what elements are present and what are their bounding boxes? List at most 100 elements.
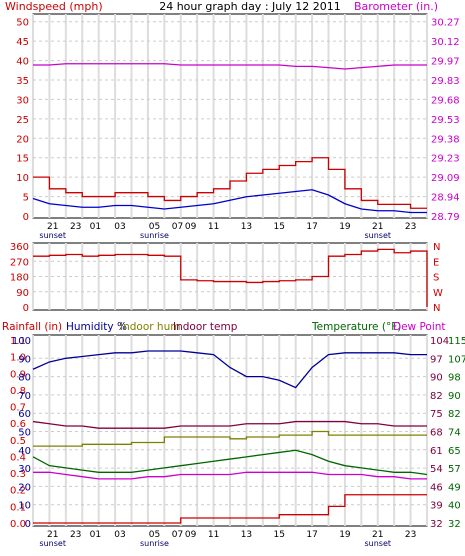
top-hour-tick-15: 15	[274, 222, 285, 232]
barometer-tick: 29.38	[431, 134, 460, 145]
direction-tick: 360	[10, 242, 29, 253]
temperature-line	[32, 449, 428, 476]
compass-tick: N	[433, 242, 440, 253]
humidity-tick: 70	[18, 391, 31, 402]
humidity-tick: 90	[18, 354, 31, 365]
indoor-temp-tick: 54	[430, 464, 443, 475]
barometer-tick: 29.97	[431, 57, 460, 68]
top-hour-tick-09: 09	[185, 222, 197, 232]
indoor-temp-tick: 82	[430, 391, 443, 402]
indoor-temp-line	[32, 420, 427, 429]
bottom-hour-tick-01: 01	[90, 530, 101, 540]
windspeed-axis-label: Windspeed (mph)	[5, 0, 103, 13]
barometer-tick: 29.53	[431, 115, 460, 126]
wind-average-line	[32, 189, 427, 214]
dew-point-line	[33, 471, 427, 480]
top-hour-tick-23: 23	[70, 222, 81, 232]
compass-tick: N	[433, 303, 440, 314]
rainfall-tick: 0.7	[10, 403, 26, 414]
direction-tick: 0	[23, 303, 29, 314]
bottom-hour-tick-11: 11	[208, 530, 219, 540]
direction-tick: 180	[10, 273, 29, 284]
compass-tick: W	[433, 288, 443, 299]
temperature-tick: 74	[448, 428, 461, 439]
rainfall-tick: 0.1	[10, 502, 26, 513]
rainfall-tick: 0.3	[10, 469, 26, 480]
marker-sunrise: sunrise	[140, 539, 169, 548]
rainfall-tick: 0.0	[10, 519, 26, 530]
top-hour-tick-11: 11	[208, 222, 219, 232]
indoor-temp-tick: 39	[430, 501, 443, 512]
bottom-hour-tick-13: 13	[241, 530, 252, 540]
chart-title: 24 hour graph day : July 12 2011	[159, 0, 341, 13]
humidity-tick: 80	[18, 373, 31, 384]
rainfall-tick: 0.4	[10, 452, 26, 463]
windspeed-tick: 0	[23, 212, 29, 223]
indoor-temp-tick: 97	[430, 354, 443, 365]
marker-sunset: sunset	[364, 231, 391, 240]
rainfall-line	[33, 494, 427, 524]
windspeed-tick: 20	[16, 134, 29, 145]
humidity-label: Humidity %	[66, 321, 127, 333]
marker-sunset: sunset	[39, 539, 66, 548]
humidity-tick: 30	[18, 464, 31, 475]
indoor-temp-label: Indoor temp	[173, 321, 238, 333]
humidity-tick: 0	[25, 519, 31, 530]
windspeed-tick: 30	[16, 95, 29, 106]
indoor-hum-line	[33, 430, 427, 447]
temperature-tick: 82	[448, 409, 461, 420]
temperature-tick: 107	[448, 354, 465, 365]
top-hour-tick-23: 23	[405, 222, 416, 232]
marker-sunset: sunset	[364, 539, 391, 548]
marker-sunset: sunset	[39, 231, 66, 240]
humidity-tick: 60	[18, 409, 31, 420]
windspeed-tick: 10	[16, 173, 29, 184]
bottom-hour-tick-19: 19	[339, 530, 351, 540]
rainfall-tick: 0.8	[10, 386, 26, 397]
humidity-tick: 50	[18, 428, 31, 439]
humidity-line	[32, 350, 427, 389]
temperature-label: Temperature (°F)	[311, 321, 401, 333]
temperature-tick: 57	[448, 464, 461, 475]
bottom-hour-tick-21: 21	[372, 530, 383, 540]
humidity-tick: 40	[18, 446, 31, 457]
temperature-tick: 98	[448, 373, 461, 384]
windspeed-tick: 35	[16, 76, 29, 87]
temperature-tick: 90	[448, 391, 461, 402]
indoor-hum-label: Indoor hum	[120, 321, 180, 333]
barometer-line	[33, 63, 427, 70]
top-hour-tick-19: 19	[339, 222, 351, 232]
windspeed-tick: 45	[16, 37, 29, 48]
windspeed-tick: 50	[16, 18, 29, 29]
rainfall-tick: 0.9	[10, 369, 26, 380]
indoor-temp-tick: 61	[430, 446, 443, 457]
windspeed-tick: 40	[16, 57, 29, 68]
bottom-hour-tick-09: 09	[185, 530, 197, 540]
marker-sunrise: sunrise	[140, 231, 169, 240]
bottom-hour-tick-05: 05	[149, 530, 160, 540]
indoor-temp-tick: 90	[430, 373, 443, 384]
barometer-tick: 28.94	[431, 193, 460, 204]
indoor-temp-tick: 68	[430, 428, 443, 439]
barometer-axis-label: Barometer (in.)	[354, 0, 438, 13]
temperature-tick: 32	[448, 519, 461, 530]
top-hour-tick-07: 07	[172, 222, 183, 232]
rainfall-axis-label: Rainfall (in)	[2, 321, 62, 333]
top-hour-tick-05: 05	[149, 222, 160, 232]
top-hour-tick-21: 21	[372, 222, 383, 232]
bottom-hour-tick-23: 23	[405, 530, 416, 540]
rainfall-tick: 0.5	[10, 436, 26, 447]
rainfall-tick: 0.2	[10, 486, 26, 497]
windspeed-tick: 25	[16, 115, 29, 126]
direction-tick: 90	[16, 288, 29, 299]
top-hour-tick-17: 17	[306, 222, 317, 232]
bottom-hour-tick-17: 17	[306, 530, 317, 540]
humidity-tick: 10	[18, 501, 31, 512]
windspeed-tick: 5	[23, 193, 29, 204]
rainfall-tick: 0.6	[10, 419, 26, 430]
dew-point-label: Dew Point	[393, 321, 446, 333]
indoor-temp-tick: 75	[430, 409, 443, 420]
indoor-temp-tick: 32	[430, 519, 443, 530]
indoor-temp-tick: 46	[430, 482, 443, 493]
